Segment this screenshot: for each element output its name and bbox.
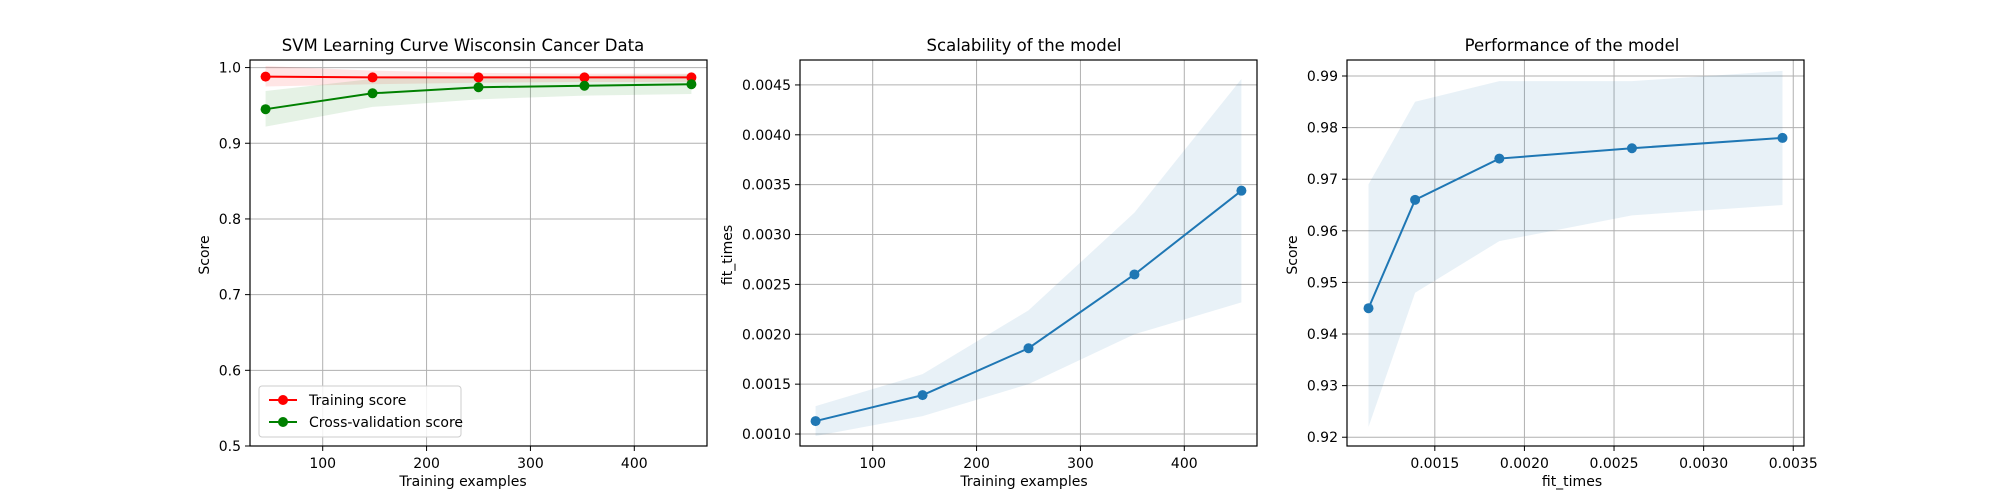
chart-3-series-1-point	[1777, 132, 1788, 143]
chart-1-legend-marker-2	[278, 417, 288, 427]
chart-3-axes-frame	[1346, 59, 1805, 447]
chart-1-y-tick-label: 0.7	[219, 288, 241, 304]
chart-2-y-tick-label: 0.0015	[742, 377, 791, 393]
chart-1-y-tick-label: 0.8	[219, 212, 241, 228]
chart-1-legend: Training score Cross-validation score	[258, 385, 463, 438]
chart-1-series-1-point	[260, 71, 271, 82]
chart-1-x-tick-label: 400	[621, 456, 648, 472]
chart-3-y-tick-label: 0.95	[1307, 275, 1338, 291]
chart-2-x-tick-label: 400	[1171, 456, 1198, 472]
chart-2-ylabel: fit_times	[720, 225, 736, 285]
chart-2-y-tick-label: 0.0035	[742, 178, 791, 194]
chart-1-series-2-point	[260, 104, 271, 115]
chart-3-y-tick-label: 0.96	[1307, 224, 1338, 240]
chart-1-legend-marker-1	[278, 395, 288, 405]
chart-1-y-tick-label: 0.5	[219, 439, 241, 455]
chart-1-title: SVM Learning Curve Wisconsin Cancer Data	[282, 36, 644, 55]
chart-2-x-tick-label: 200	[963, 456, 990, 472]
chart-2-axes-frame	[799, 59, 1258, 447]
chart-1-axes-frame	[249, 59, 708, 447]
chart-2-series-1-point	[1129, 269, 1140, 280]
chart-2-x-tick-label: 300	[1067, 456, 1094, 472]
chart-3-y-tick-label: 0.94	[1307, 327, 1338, 343]
chart-3-series-1-point	[1626, 143, 1637, 154]
chart-2-series-1-point	[1236, 185, 1247, 196]
chart-3-y-tick-label: 0.99	[1307, 69, 1338, 85]
chart-panel-2: Scalability of the model Training exampl…	[720, 36, 1258, 490]
chart-3-x-tick-label: 0.0030	[1679, 456, 1728, 472]
chart-1-legend-box	[258, 385, 462, 438]
chart-2-y-tick-label: 0.0045	[742, 78, 791, 94]
chart-panel-3: Performance of the model fit_times Score…	[1285, 36, 1818, 490]
chart-3-y-tick-label: 0.97	[1307, 172, 1338, 188]
chart-2-y-tick-label: 0.0025	[742, 277, 791, 293]
chart-1-x-tick-label: 100	[309, 456, 336, 472]
chart-1-ylabel: Score	[197, 235, 213, 274]
chart-3-series-1-band	[1368, 70, 1783, 427]
chart-3-series-1-point	[1494, 153, 1505, 164]
chart-1-series-2-point	[686, 79, 697, 90]
chart-2-y-tick-label: 0.0030	[742, 228, 791, 244]
chart-3-series-1-point	[1363, 303, 1374, 314]
chart-1-x-tick-label: 300	[517, 456, 544, 472]
chart-1-y-tick-label: 0.9	[219, 136, 241, 152]
chart-3-title: Performance of the model	[1465, 36, 1680, 55]
chart-2-x-tick-label: 100	[859, 456, 886, 472]
chart-1-series-2-point	[473, 82, 484, 93]
chart-2-series-1-point	[810, 416, 821, 427]
chart-2-title: Scalability of the model	[927, 36, 1122, 55]
chart-2-y-tick-label: 0.0010	[742, 427, 791, 443]
chart-1-x-tick-label: 200	[413, 456, 440, 472]
chart-2-y-tick-label: 0.0020	[742, 327, 791, 343]
chart-3-y-tick-label: 0.93	[1307, 379, 1338, 395]
chart-2-series-1-point	[917, 390, 928, 401]
chart-2-xlabel: Training examples	[959, 474, 1087, 490]
chart-3-x-tick-label: 0.0015	[1410, 456, 1459, 472]
chart-2-y-tick-label: 0.0040	[742, 128, 791, 144]
chart-3-y-tick-label: 0.98	[1307, 121, 1338, 137]
chart-1-series-2-point	[367, 88, 378, 99]
chart-1-y-tick-label: 0.6	[219, 363, 241, 379]
chart-3-xlabel: fit_times	[1542, 474, 1602, 490]
chart-1-legend-label-1: Training score	[308, 393, 406, 409]
chart-1-series-1-point	[579, 72, 590, 83]
chart-1-series-1-point	[473, 72, 484, 83]
chart-3-x-tick-label: 0.0035	[1769, 456, 1818, 472]
chart-panel-1: SVM Learning Curve Wisconsin Cancer Data…	[197, 36, 708, 490]
chart-1-xlabel: Training examples	[398, 474, 526, 490]
chart-3-ylabel: Score	[1285, 235, 1301, 274]
chart-1-series-2-point	[579, 80, 590, 91]
chart-3-series-1-point	[1410, 194, 1421, 205]
chart-1-series-1-point	[367, 72, 378, 83]
chart-1-legend-label-2: Cross-validation score	[309, 415, 463, 431]
chart-2-series-1-point	[1023, 343, 1034, 354]
chart-3-y-tick-label: 0.92	[1307, 430, 1338, 446]
chart-3-x-tick-label: 0.0020	[1500, 456, 1549, 472]
chart-1-y-tick-label: 1.0	[219, 61, 241, 77]
chart-3-x-tick-label: 0.0025	[1590, 456, 1639, 472]
